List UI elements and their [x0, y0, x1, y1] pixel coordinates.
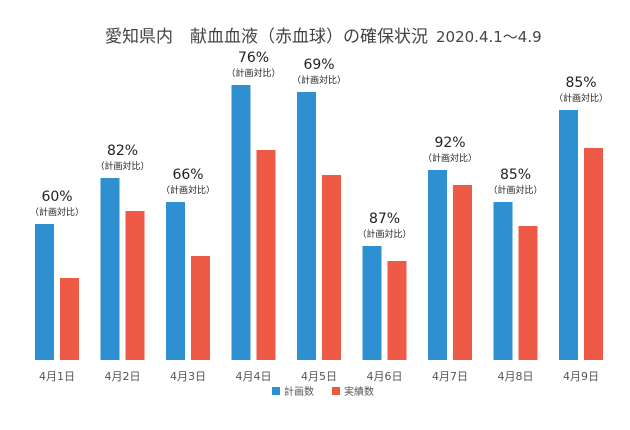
ratio-label-3: 66%	[172, 167, 203, 183]
ratio-label-5: 69%	[303, 57, 334, 73]
ratio-sublabel-9: （計画対比）	[554, 92, 608, 104]
category-label-2: 4月2日	[105, 370, 141, 383]
bar-actual-7	[453, 185, 472, 360]
bar-plan-3	[166, 202, 185, 360]
legend-swatch-plan	[272, 387, 280, 395]
category-label-6: 4月6日	[367, 370, 403, 383]
bar-plan-2	[100, 178, 120, 360]
bar-plan-9	[559, 110, 578, 360]
ratio-sublabel-8: （計画対比）	[488, 184, 542, 196]
bar-plan-4	[231, 85, 251, 360]
legend: 計画数 実績数	[272, 385, 374, 398]
ratio-label-2: 82%	[107, 143, 138, 159]
bar-actual-2	[125, 211, 145, 360]
ratio-sublabel-4: （計画対比）	[226, 67, 280, 79]
bar-actual-6	[387, 261, 407, 360]
category-label-8: 4月8日	[498, 370, 534, 383]
ratio-sublabel-1: （計画対比）	[30, 206, 84, 218]
category-label-7: 4月7日	[432, 370, 468, 383]
bar-actual-5	[322, 175, 341, 360]
bar-actual-8	[518, 226, 538, 360]
category-label-1: 4月1日	[39, 370, 75, 383]
ratio-sublabel-5: （計画対比）	[292, 74, 346, 86]
ratio-label-4: 76%	[238, 50, 269, 66]
ratio-label-1: 60%	[41, 189, 72, 205]
ratio-sublabel-3: （計画対比）	[161, 184, 215, 196]
bar-actual-1	[60, 278, 79, 360]
bar-plan-6	[362, 246, 382, 360]
labels-layer: 60%（計画対比）4月1日82%（計画対比）4月2日66%（計画対比）4月3日7…	[30, 50, 608, 383]
bar-actual-4	[256, 150, 276, 360]
bar-plan-5	[297, 92, 316, 360]
bar-plan-1	[35, 224, 54, 360]
ratio-sublabel-2: （計画対比）	[95, 160, 149, 172]
legend-swatch-actual	[332, 387, 340, 395]
chart-title: 愛知県内 献血血液（赤血球）の確保状況	[105, 27, 428, 47]
category-label-4: 4月4日	[236, 370, 272, 383]
ratio-label-6: 87%	[369, 211, 400, 227]
bars-layer	[35, 85, 603, 360]
ratio-label-8: 85%	[500, 167, 531, 183]
bar-plan-8	[493, 202, 513, 360]
category-label-3: 4月3日	[170, 370, 206, 383]
bar-plan-7	[428, 170, 447, 360]
legend-label-plan: 計画数	[284, 385, 314, 398]
legend-label-actual: 実績数	[344, 385, 374, 398]
bar-actual-3	[191, 256, 210, 360]
category-label-5: 4月5日	[301, 370, 337, 383]
category-label-9: 4月9日	[563, 370, 599, 383]
ratio-sublabel-7: （計画対比）	[423, 152, 477, 164]
chart-date-range: 2020.4.1～4.9	[436, 28, 542, 46]
ratio-sublabel-6: （計画対比）	[357, 228, 411, 240]
ratio-label-9: 85%	[565, 75, 596, 91]
bar-actual-9	[584, 148, 603, 360]
ratio-label-7: 92%	[434, 135, 465, 151]
